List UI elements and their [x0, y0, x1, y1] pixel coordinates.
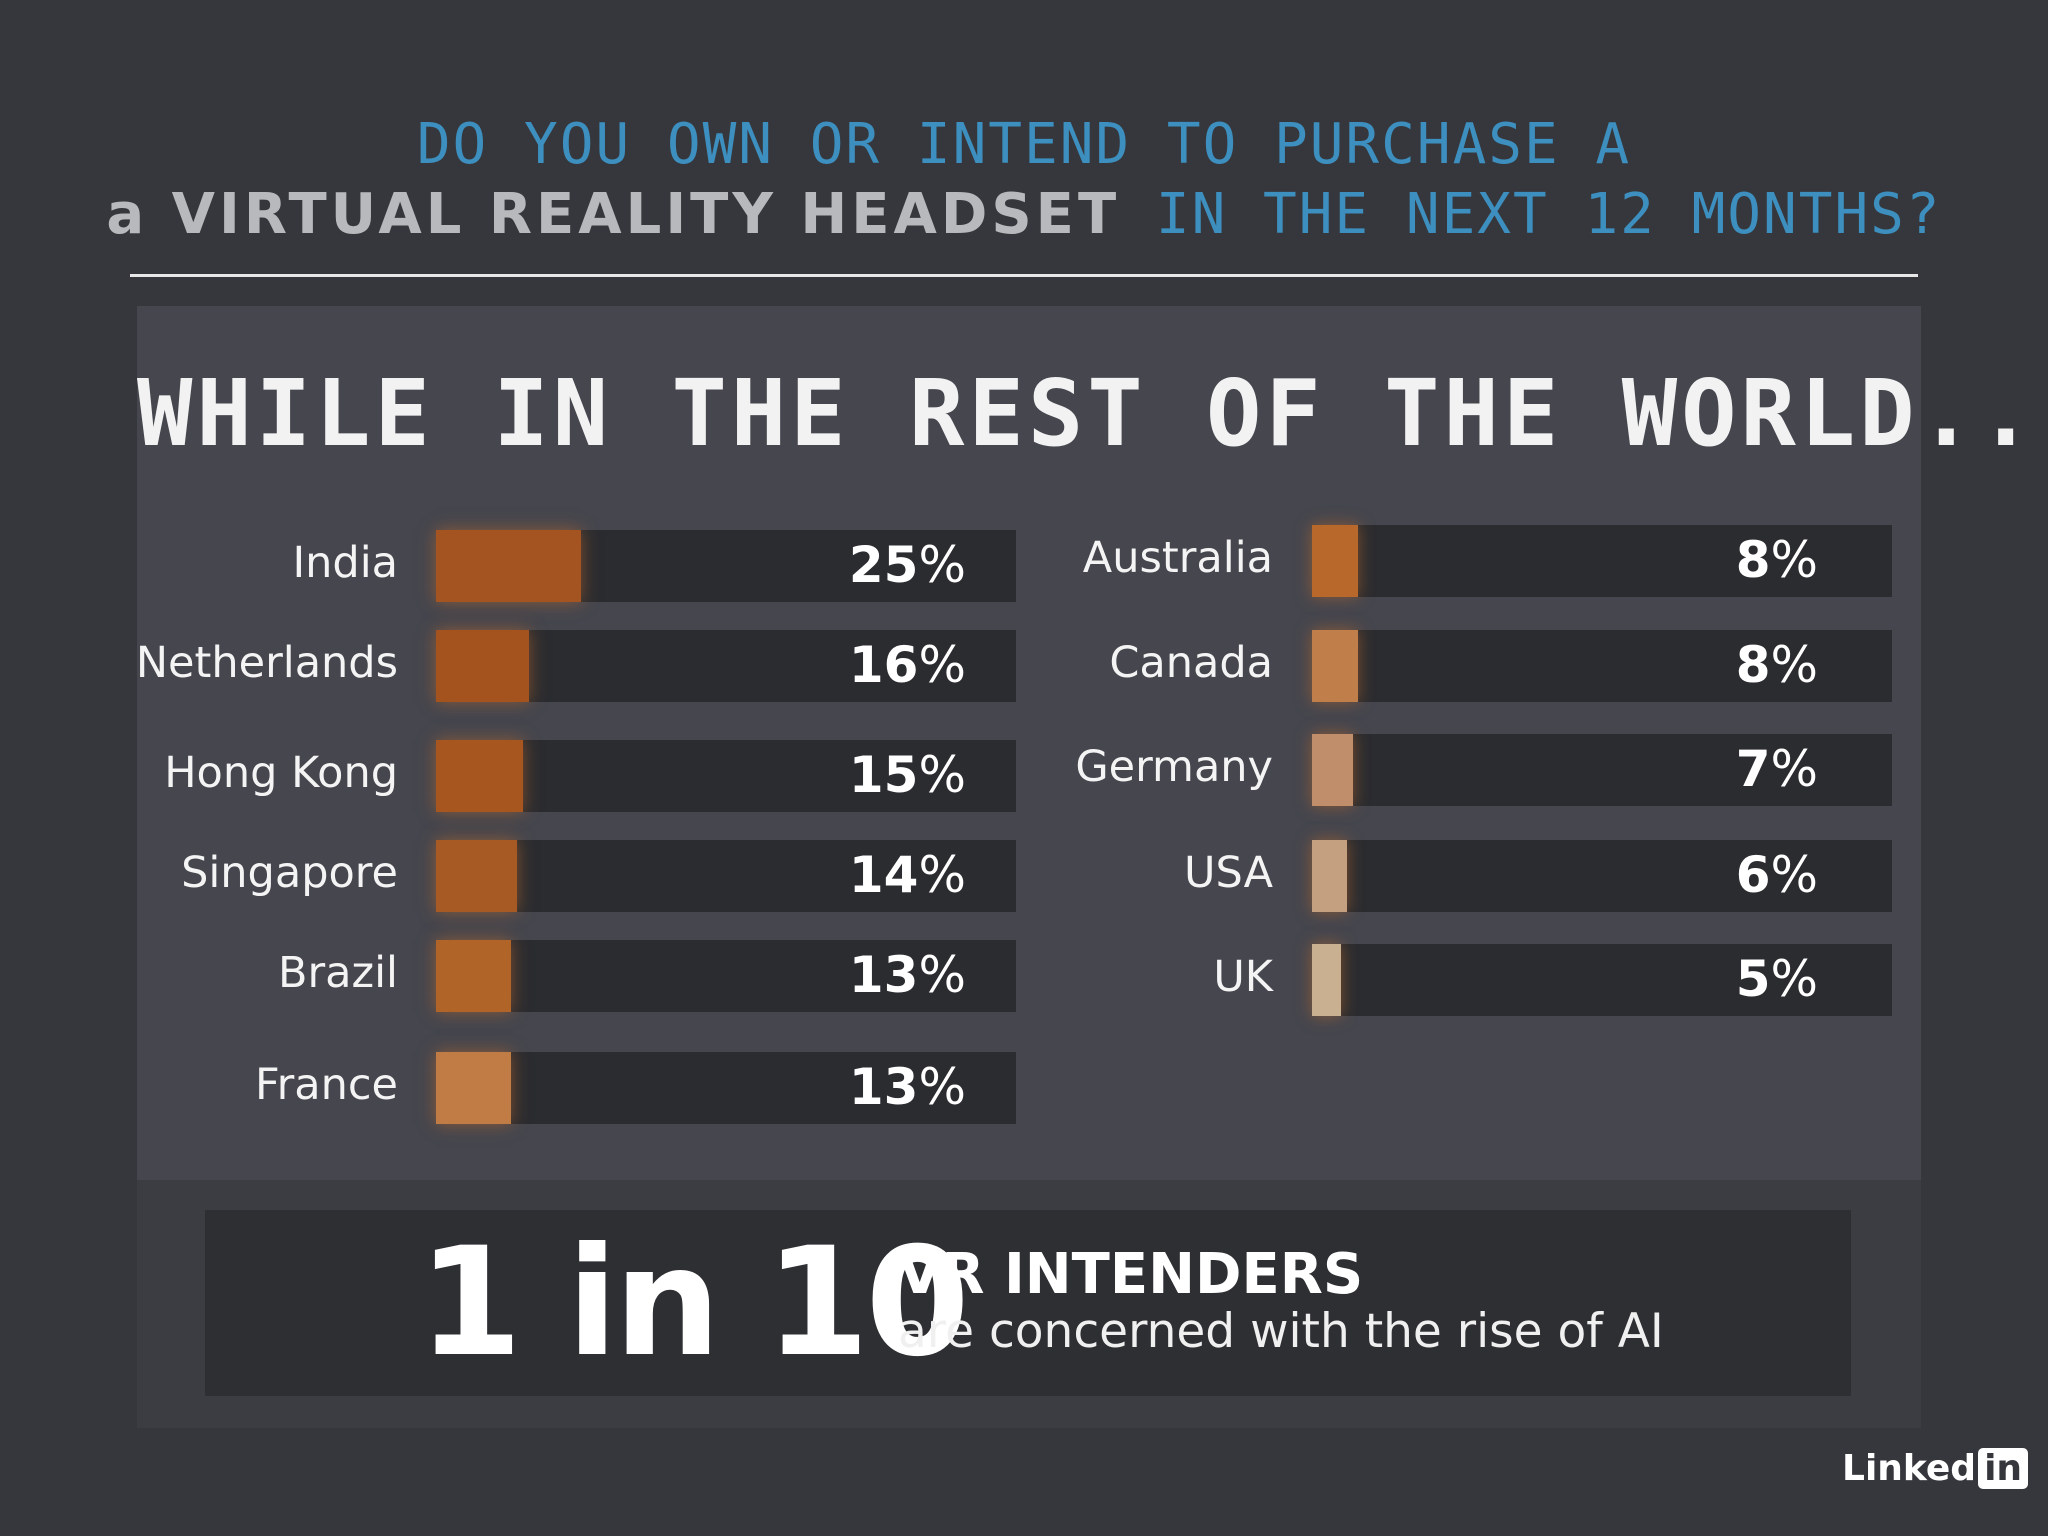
bar-label: Australia: [1082, 533, 1273, 583]
bar-label: France: [255, 1060, 398, 1110]
bar: [1312, 630, 1358, 702]
bar-label: India: [292, 538, 398, 588]
bar-value-label: 14%: [848, 846, 966, 904]
question-emphasis: a VIRTUAL REALITY HEADSET: [106, 182, 1121, 247]
bar: [436, 840, 517, 912]
bar-value-label: 8%: [1735, 636, 1818, 694]
bar: [1312, 525, 1358, 597]
stat-box: [205, 1210, 1851, 1396]
bar-track: [436, 840, 1016, 912]
bar: [436, 940, 511, 1012]
bar: [436, 630, 529, 702]
bar-label: USA: [1184, 848, 1273, 898]
bar-track: [436, 1052, 1016, 1124]
bar-value-label: 6%: [1735, 846, 1818, 904]
bar-label: Hong Kong: [164, 748, 398, 798]
bar-label: Netherlands: [135, 638, 398, 688]
bar-track: [436, 940, 1016, 1012]
bar-value-label: 5%: [1735, 950, 1818, 1008]
bar-value-label: 13%: [848, 1058, 966, 1116]
bar-label: Brazil: [278, 948, 398, 998]
stat-subtext: are concerned with the rise of AI: [898, 1304, 1664, 1359]
stat-headline: VR INTENDERS: [898, 1242, 1364, 1307]
bar-value-label: 16%: [848, 636, 966, 694]
bar: [1312, 840, 1347, 912]
bar: [1312, 944, 1341, 1016]
bar-value-label: 15%: [848, 746, 966, 804]
bar-track: [1312, 840, 1892, 912]
bar-track: [1312, 630, 1892, 702]
bar: [436, 740, 523, 812]
bar-track: [436, 740, 1016, 812]
bar-value-label: 7%: [1735, 740, 1818, 798]
bar-track: [1312, 525, 1892, 597]
bar-label: Singapore: [181, 848, 398, 898]
bar-label: Germany: [1075, 742, 1273, 792]
chart-subtitle: WHILE IN THE REST OF THE WORLD...: [137, 360, 2048, 467]
bar: [436, 1052, 511, 1124]
bar-label: Canada: [1109, 638, 1273, 688]
bar-track: [436, 630, 1016, 702]
header-divider: [130, 274, 1918, 277]
stat-big-number: 1 in 10: [418, 1216, 970, 1390]
linkedin-logo: Linked in: [1842, 1448, 2029, 1489]
bar: [1312, 734, 1353, 806]
bar-track: [1312, 944, 1892, 1016]
question-line-2: a VIRTUAL REALITY HEADSET IN THE NEXT 12…: [0, 182, 2048, 247]
bar: [436, 530, 581, 602]
bar-label: UK: [1213, 952, 1273, 1002]
question-line-1: DO YOU OWN OR INTEND TO PURCHASE A: [416, 112, 1632, 177]
logo-box: in: [1978, 1448, 2029, 1489]
bar-value-label: 8%: [1735, 531, 1818, 589]
bar-value-label: 13%: [848, 946, 966, 1004]
question-rest: IN THE NEXT 12 MONTHS?: [1155, 182, 1942, 247]
bar-value-label: 25%: [848, 536, 966, 594]
logo-text: Linked: [1842, 1448, 1977, 1489]
bar-track: [1312, 734, 1892, 806]
